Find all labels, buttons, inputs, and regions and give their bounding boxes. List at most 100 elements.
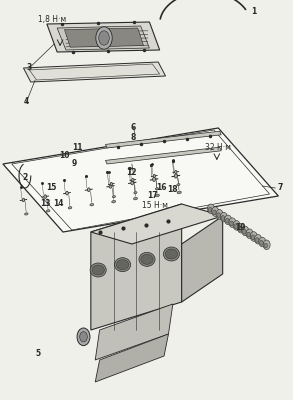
Circle shape [250,232,257,241]
Circle shape [221,216,225,220]
Circle shape [229,218,236,228]
Circle shape [22,198,25,202]
Circle shape [230,221,233,226]
Polygon shape [182,216,223,302]
Circle shape [237,223,244,233]
Circle shape [207,204,214,214]
Text: 18: 18 [168,186,178,194]
Text: 7: 7 [277,184,282,192]
Ellipse shape [165,249,178,259]
Text: 6: 6 [131,124,136,132]
Polygon shape [12,130,270,230]
Text: 16: 16 [156,184,166,192]
Circle shape [238,226,242,231]
Ellipse shape [116,260,129,270]
Circle shape [208,207,212,212]
Polygon shape [29,64,160,80]
Circle shape [217,213,220,218]
Polygon shape [57,26,149,50]
Circle shape [212,207,219,216]
Polygon shape [95,304,173,360]
Circle shape [153,177,156,182]
Text: 32 Н·м: 32 Н·м [205,143,231,152]
Circle shape [243,229,246,234]
Text: 19: 19 [235,224,246,232]
Text: 15 Н·м: 15 Н·м [142,201,168,210]
Circle shape [80,332,87,342]
Polygon shape [91,204,182,330]
Circle shape [220,212,227,222]
Circle shape [224,215,231,225]
Circle shape [242,226,249,236]
Text: 1,8 Н·м: 1,8 Н·м [38,15,66,24]
Ellipse shape [155,188,159,190]
Ellipse shape [177,191,181,194]
Circle shape [153,174,156,178]
Circle shape [87,188,90,192]
Circle shape [234,224,238,229]
Polygon shape [47,22,160,52]
Circle shape [251,235,255,240]
Polygon shape [3,128,278,232]
Polygon shape [95,334,168,382]
Text: 4: 4 [24,98,29,106]
Circle shape [175,170,177,174]
Circle shape [247,232,251,237]
Ellipse shape [90,263,106,277]
Circle shape [225,218,229,223]
Circle shape [110,182,113,186]
Text: 13: 13 [40,200,51,208]
Text: 8: 8 [131,134,136,142]
Circle shape [233,221,240,230]
Ellipse shape [134,197,137,200]
Text: 9: 9 [72,160,77,168]
Circle shape [259,237,266,247]
Text: 3: 3 [27,64,32,72]
Circle shape [44,195,47,198]
Text: 10: 10 [59,152,70,160]
Text: 15: 15 [46,184,57,192]
Ellipse shape [163,247,179,261]
Polygon shape [91,204,223,244]
Circle shape [77,328,90,346]
Polygon shape [105,147,221,164]
Ellipse shape [139,252,155,266]
Circle shape [174,174,177,178]
Circle shape [264,243,268,248]
Ellipse shape [112,200,116,203]
Text: 2: 2 [22,174,28,182]
Circle shape [109,184,112,188]
Text: 17: 17 [147,192,158,200]
Circle shape [96,27,112,49]
Ellipse shape [68,207,72,209]
Ellipse shape [25,213,28,215]
Circle shape [213,210,216,215]
Circle shape [131,181,134,185]
Polygon shape [105,131,221,148]
Ellipse shape [92,265,104,275]
Circle shape [216,210,223,219]
Ellipse shape [141,254,153,264]
Polygon shape [23,62,166,82]
Text: 12: 12 [127,168,137,176]
Circle shape [132,178,134,182]
Ellipse shape [134,192,137,194]
Circle shape [66,191,68,195]
Ellipse shape [112,196,115,198]
Circle shape [263,240,270,250]
Text: 1: 1 [251,8,256,16]
Text: 5: 5 [35,350,41,358]
Circle shape [255,238,259,242]
Circle shape [255,234,262,244]
Circle shape [260,240,263,245]
Ellipse shape [90,204,94,206]
Polygon shape [64,28,144,47]
Ellipse shape [155,194,159,197]
Circle shape [99,31,109,45]
Circle shape [246,229,253,238]
Ellipse shape [177,184,180,186]
Text: 14: 14 [53,200,64,208]
Ellipse shape [115,258,131,272]
Text: 11: 11 [72,144,83,152]
Ellipse shape [46,210,50,212]
